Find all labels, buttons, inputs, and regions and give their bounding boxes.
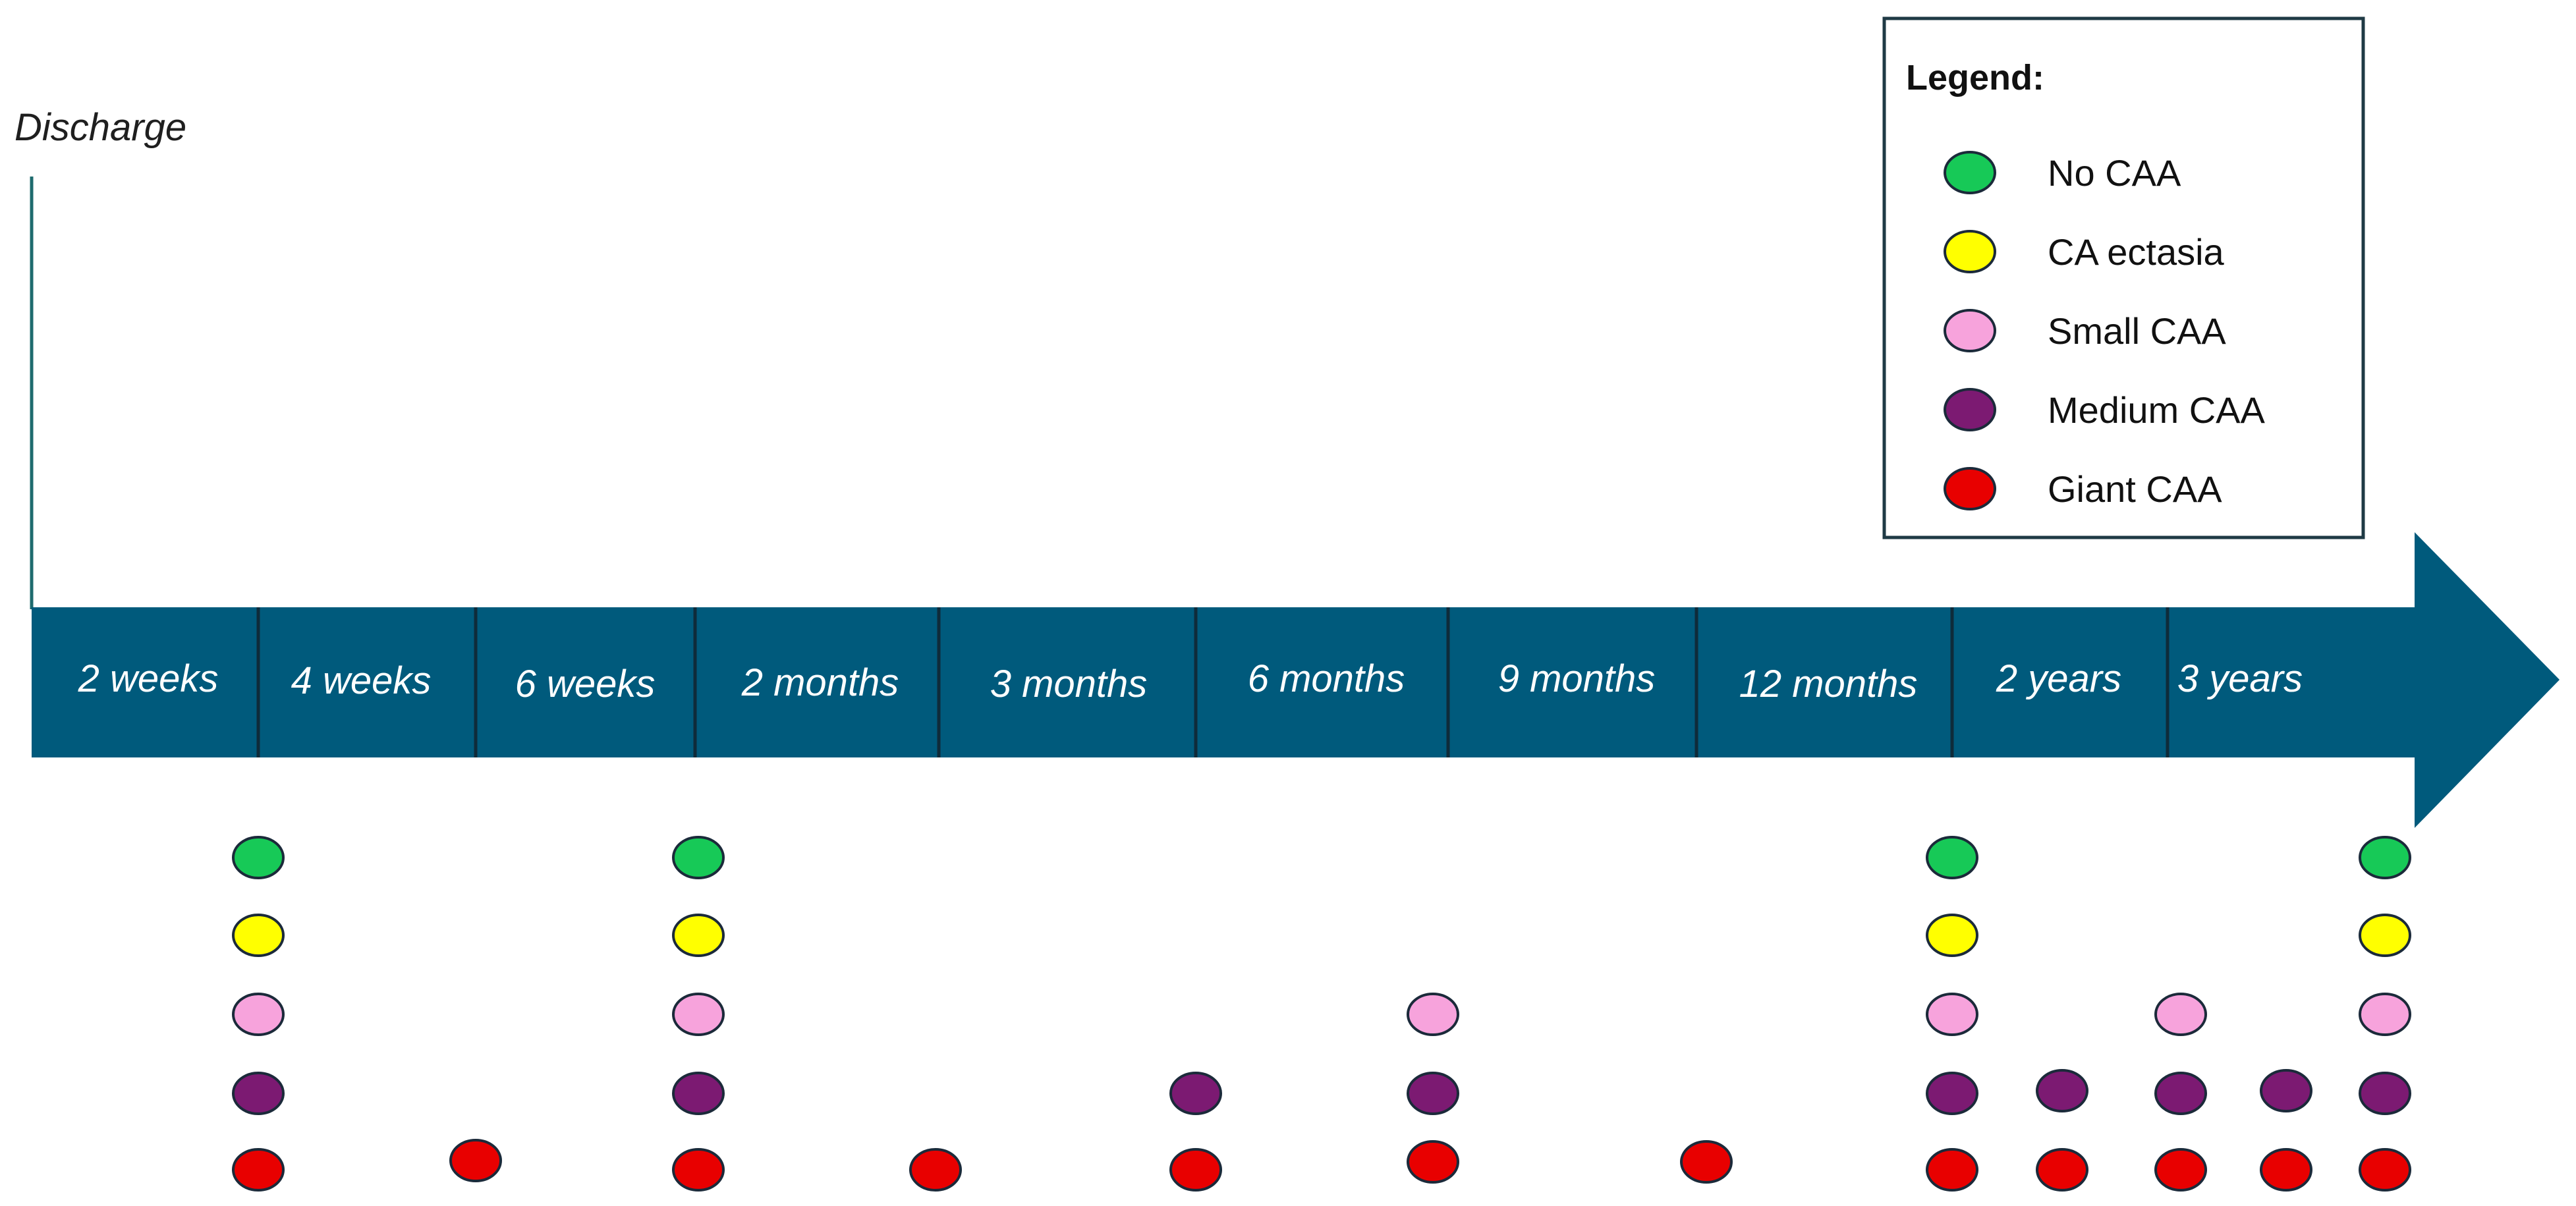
marker-small-caa: [2359, 993, 2411, 1036]
marker-giant-caa: [1407, 1140, 1459, 1184]
follow-up-markers: [232, 836, 2411, 1192]
legend-item-small-caa: Small CAA: [1944, 309, 2226, 352]
marker-medium-caa: [2359, 1072, 2411, 1115]
legend: Legend: No CAA CA ectasia Small CAA Medium …: [1882, 16, 2365, 539]
legend-label-giant-caa: Giant CAA: [2048, 468, 2222, 510]
legend-title: Legend:: [1906, 58, 2044, 97]
legend-label-medium-caa: Medium CAA: [2048, 389, 2266, 431]
marker-giant-caa: [2260, 1148, 2312, 1192]
interval-label-6-months: 6 months: [1248, 657, 1405, 700]
legend-label-no-caa: No CAA: [2048, 152, 2181, 194]
interval-label-12-months: 12 months: [1739, 663, 1918, 705]
marker-small-caa: [1926, 993, 1978, 1036]
marker-giant-caa: [2359, 1148, 2411, 1192]
interval-label-2-months: 2 months: [741, 661, 899, 704]
marker-ca-ectasia: [2359, 914, 2411, 957]
marker-giant-caa: [1680, 1140, 1733, 1184]
marker-giant-caa: [2154, 1148, 2207, 1192]
marker-medium-caa: [2260, 1069, 2312, 1112]
marker-medium-caa: [672, 1072, 725, 1115]
marker-no-caa: [672, 836, 725, 879]
interval-label-4-weeks: 4 weeks: [291, 659, 432, 702]
discharge-label: Discharge: [14, 106, 186, 149]
marker-giant-caa: [2036, 1148, 2088, 1192]
legend-item-giant-caa: Giant CAA: [1944, 467, 2222, 510]
interval-label-9-months: 9 months: [1498, 657, 1656, 700]
marker-giant-caa: [1169, 1148, 1222, 1192]
marker-giant-caa: [232, 1148, 285, 1192]
marker-medium-caa: [1169, 1072, 1222, 1115]
legend-box: [1882, 16, 2365, 539]
marker-ca-ectasia: [1926, 914, 1978, 957]
legend-swatch-ca-ectasia: [1944, 230, 1996, 273]
marker-small-caa: [1407, 993, 1459, 1036]
marker-giant-caa: [449, 1139, 502, 1182]
marker-small-caa: [2154, 993, 2207, 1036]
interval-label-6-weeks: 6 weeks: [515, 663, 656, 705]
marker-no-caa: [232, 836, 285, 879]
marker-giant-caa: [909, 1148, 962, 1192]
interval-label-2-years: 2 years: [1996, 657, 2121, 700]
legend-label-small-caa: Small CAA: [2048, 310, 2226, 352]
interval-label-3-months: 3 months: [990, 663, 1148, 705]
interval-dividers: [256, 607, 2170, 757]
legend-swatch-small-caa: [1944, 309, 1996, 352]
marker-small-caa: [672, 993, 725, 1036]
legend-swatch-no-caa: [1944, 151, 1996, 194]
marker-ca-ectasia: [672, 914, 725, 957]
marker-giant-caa: [1926, 1148, 1978, 1192]
marker-no-caa: [1926, 836, 1978, 879]
legend-label-ca-ectasia: CA ectasia: [2048, 231, 2225, 273]
marker-medium-caa: [1926, 1072, 1978, 1115]
marker-medium-caa: [232, 1072, 285, 1115]
marker-medium-caa: [2036, 1069, 2088, 1112]
legend-swatch-giant-caa: [1944, 467, 1996, 510]
marker-giant-caa: [672, 1148, 725, 1192]
marker-ca-ectasia: [232, 914, 285, 957]
legend-item-ca-ectasia: CA ectasia: [1944, 230, 2225, 273]
marker-medium-caa: [1407, 1072, 1459, 1115]
marker-small-caa: [232, 993, 285, 1036]
marker-no-caa: [2359, 836, 2411, 879]
legend-item-medium-caa: Medium CAA: [1944, 388, 2266, 431]
interval-labels: 2 weeks 4 weeks 6 weeks 2 months 3 month…: [78, 657, 2303, 705]
legend-item-no-caa: No CAA: [1944, 151, 2181, 194]
marker-medium-caa: [2154, 1072, 2207, 1115]
legend-items: No CAA CA ectasia Small CAA Medium CAA Giant…: [1944, 151, 2266, 510]
legend-swatch-medium-caa: [1944, 388, 1996, 431]
interval-label-2-weeks: 2 weeks: [78, 657, 219, 700]
timeline-arrow: [32, 532, 2560, 828]
interval-label-3-years: 3 years: [2177, 657, 2303, 700]
